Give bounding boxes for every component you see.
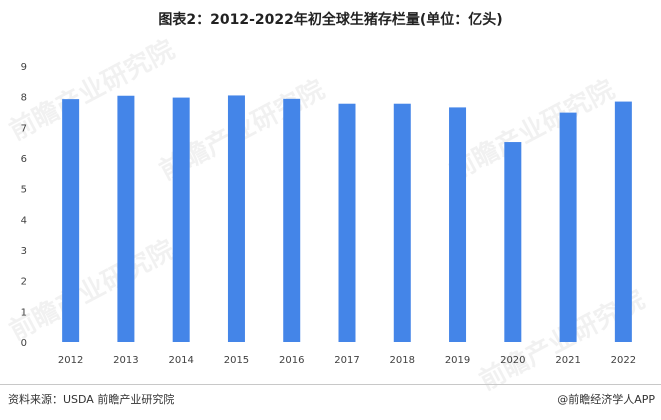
x-axis-ticks: 2012 2013 2014 2015 2016 2017 2018 2019 2020 2021… [58,355,636,366]
bar-2016 [283,98,301,343]
x-tick-label: 2017 [334,355,359,366]
y-tick-label: 5 [21,185,27,196]
chart-title: 图表2：2012-2022年初全球生猪存栏量(单位：亿头) [158,12,503,28]
y-axis-ticks: 0 1 2 3 4 5 6 7 8 9 [21,62,27,349]
bars [62,95,632,343]
bar-2019 [449,107,467,343]
bar-2018 [393,103,411,342]
y-tick-label: 3 [21,246,27,257]
x-tick-label: 2015 [224,355,249,366]
y-tick-label: 1 [21,307,27,318]
bar-2012 [62,99,80,343]
brand-credit: @前瞻经济学人APP [557,393,655,406]
bar-2015 [227,95,245,342]
bar-2013 [117,95,135,342]
x-tick-label: 2016 [279,355,304,366]
y-tick-label: 7 [21,123,27,134]
footer-divider [0,384,661,385]
bar-2022 [614,101,632,342]
bar-2020 [504,142,522,342]
y-tick-label: 2 [21,277,27,288]
y-tick-label: 4 [21,215,27,226]
bar-2017 [338,103,356,342]
y-tick-label: 6 [21,154,27,165]
y-tick-label: 9 [21,62,27,73]
x-tick-label: 2018 [390,355,415,366]
x-tick-label: 2022 [611,355,636,366]
y-tick-label: 8 [21,93,27,104]
x-tick-label: 2013 [113,355,138,366]
x-tick-label: 2019 [445,355,470,366]
x-tick-label: 2020 [500,355,525,366]
y-tick-label: 0 [21,338,27,349]
bar-2021 [559,112,577,342]
x-tick-label: 2012 [58,355,83,366]
bar-2014 [172,97,190,342]
x-tick-label: 2014 [168,355,193,366]
x-tick-label: 2021 [555,355,580,366]
source-note: 资料来源：USDA 前瞻产业研究院 [8,393,175,406]
